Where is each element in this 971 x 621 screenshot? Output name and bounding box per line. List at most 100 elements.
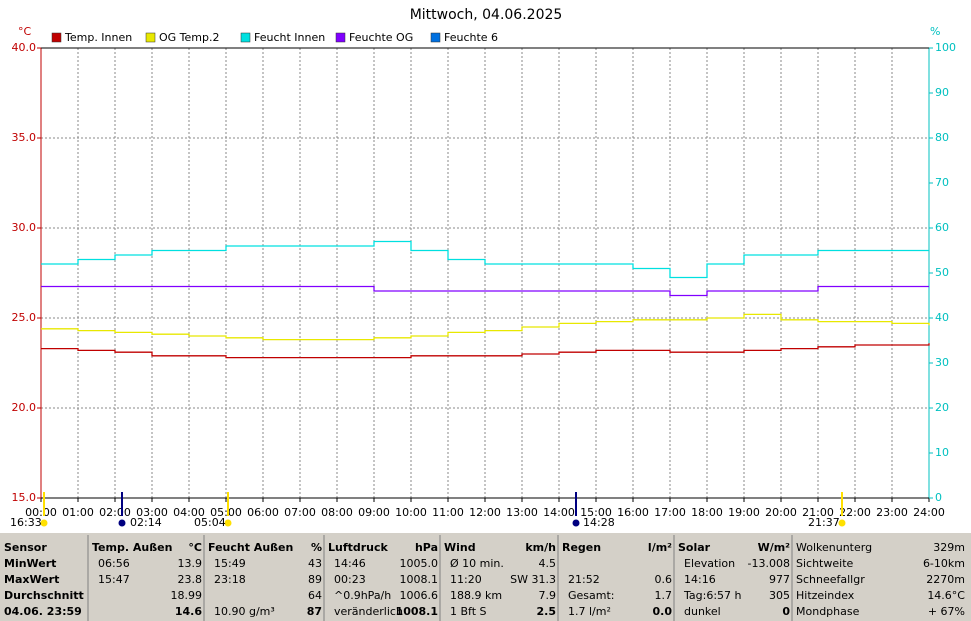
table-cell-label: dunkel — [684, 605, 721, 618]
x-tick-label: 07:00 — [284, 506, 316, 519]
x-tick-label: 06:00 — [247, 506, 279, 519]
table-cell-value: 977 — [769, 573, 790, 586]
table-cell-value: 18.99 — [171, 589, 203, 602]
y2-tick-label: 0 — [935, 491, 942, 504]
table-cell-label: 04.06. 23:59 — [4, 605, 82, 618]
table-cell-label: Ø 10 min. — [450, 557, 504, 570]
table-cell-value: 1008.1 — [396, 605, 438, 618]
table-cell-value: 1.7 — [655, 589, 673, 602]
y-tick-label: 15.0 — [12, 491, 37, 504]
legend-swatch — [240, 32, 251, 43]
y2-tick-label: 30 — [935, 356, 949, 369]
marker-icon — [118, 519, 126, 527]
legend-swatch — [51, 32, 62, 43]
x-tick-label: 10:00 — [395, 506, 427, 519]
table-cell-value: 43 — [308, 557, 322, 570]
table-cell-value: 4.5 — [539, 557, 557, 570]
table-cell-value: 64 — [308, 589, 322, 602]
table-cell-value: 0.0 — [653, 605, 673, 618]
x-tick-label: 18:00 — [691, 506, 723, 519]
table-cell-label: veränderlich — [334, 605, 403, 618]
marker-icon — [224, 519, 232, 527]
x-tick-label: 24:00 — [913, 506, 945, 519]
table-cell-label: 188.9 km — [450, 589, 502, 602]
legend-label: Temp. Innen — [64, 31, 132, 44]
x-tick-label: 05:00 — [210, 506, 242, 519]
table-cell-value: 23.8 — [178, 573, 203, 586]
table-cell-label: Schneefallgr — [796, 573, 865, 586]
y2-axis-label: % — [930, 25, 940, 38]
table-cell-value: 14.6 — [175, 605, 202, 618]
table-unit: hPa — [415, 541, 438, 554]
table-cell-value: 87 — [307, 605, 322, 618]
table-cell-label: Sichtweite — [796, 557, 854, 570]
table-cell-label: 14:16 — [684, 573, 716, 586]
x-tick-label: 08:00 — [321, 506, 353, 519]
y2-tick-label: 10 — [935, 446, 949, 459]
x-tick-label: 19:00 — [728, 506, 760, 519]
table-cell-label: MinWert — [4, 557, 56, 570]
table-cell-label: Tag:6:57 h — [683, 589, 742, 602]
y-axis-label: °C — [18, 25, 32, 38]
x-tick-label: 16:00 — [617, 506, 649, 519]
legend-swatch — [145, 32, 156, 43]
x-tick-label: 20:00 — [765, 506, 797, 519]
x-tick-label: 13:00 — [506, 506, 538, 519]
table-cell-label: 23:18 — [214, 573, 246, 586]
table-cell-value: 89 — [308, 573, 322, 586]
x-tick-label: 01:00 — [62, 506, 94, 519]
table-cell-label: 15:49 — [214, 557, 246, 570]
table-cell-value: + 67% — [928, 605, 965, 618]
legend-swatch — [335, 32, 346, 43]
legend-label: Feuchte OG — [349, 31, 413, 44]
table-header: Sensor — [4, 541, 47, 554]
table-cell-value: 2270m — [926, 573, 965, 586]
table-cell-value: 305 — [769, 589, 790, 602]
table-cell-value: 1005.0 — [400, 557, 439, 570]
table-cell-value: 7.9 — [539, 589, 557, 602]
table-unit: °C — [188, 541, 202, 554]
marker-icon — [572, 519, 580, 527]
table-header: Wind — [444, 541, 476, 554]
table-unit: l/m² — [648, 541, 672, 554]
table-unit: % — [311, 541, 322, 554]
table-cell-label: Gesamt: — [568, 589, 615, 602]
x-tick-label: 21:00 — [802, 506, 834, 519]
y2-tick-label: 50 — [935, 266, 949, 279]
table-cell-label: Durchschnitt — [4, 589, 84, 602]
y-tick-label: 35.0 — [12, 131, 37, 144]
chart-title: Mittwoch, 04.06.2025 — [410, 7, 563, 23]
x-tick-label: 23:00 — [876, 506, 908, 519]
y2-tick-label: 40 — [935, 311, 949, 324]
marker-label: 05:04 — [194, 516, 226, 529]
table-cell-label: 14:46 — [334, 557, 366, 570]
table-header: Temp. Außen — [92, 541, 172, 554]
table-header: Luftdruck — [328, 541, 389, 554]
table-cell-label: 21:52 — [568, 573, 600, 586]
y2-tick-label: 60 — [935, 221, 949, 234]
x-tick-label: 03:00 — [136, 506, 168, 519]
table-cell-value: 6-10km — [923, 557, 965, 570]
table-unit: W/m² — [758, 541, 791, 554]
marker-icon — [40, 519, 48, 527]
x-tick-label: 11:00 — [432, 506, 464, 519]
marker-label: 14:28 — [583, 516, 615, 529]
table-cell-value: 0.6 — [655, 573, 673, 586]
table-cell-label: Mondphase — [796, 605, 860, 618]
table-cell-value: 1006.6 — [400, 589, 439, 602]
legend-label: Feucht Innen — [254, 31, 325, 44]
x-tick-label: 22:00 — [839, 506, 871, 519]
table-cell-value: -13.008 — [748, 557, 790, 570]
y2-tick-label: 90 — [935, 86, 949, 99]
x-tick-label: 17:00 — [654, 506, 686, 519]
marker-label: 16:33 — [10, 516, 42, 529]
x-tick-label: 09:00 — [358, 506, 390, 519]
table-header: Regen — [562, 541, 601, 554]
table-cell-label: 06:56 — [98, 557, 130, 570]
y-tick-label: 20.0 — [12, 401, 37, 414]
table-cell-label: ^0.9hPa/h — [334, 589, 391, 602]
table-unit: km/h — [525, 541, 556, 554]
table-cell-value: 1008.1 — [400, 573, 439, 586]
